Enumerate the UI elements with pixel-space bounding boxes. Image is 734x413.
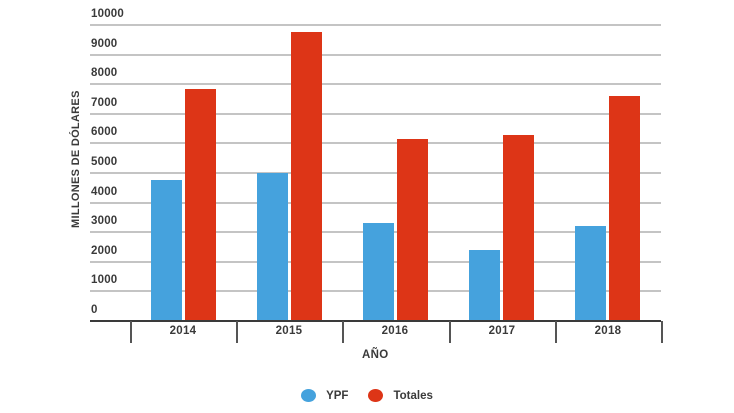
- gridline: [90, 202, 661, 204]
- y-tick-label: 2000: [91, 245, 118, 257]
- y-tick-label: 6000: [91, 126, 118, 138]
- y-tick-label: 7000: [91, 97, 118, 109]
- x-tick-label: 2015: [275, 325, 303, 337]
- category-separator: [555, 321, 557, 343]
- y-axis-label: MILLONES DE DÓLARES: [70, 90, 82, 228]
- legend-label: Totales: [393, 389, 433, 402]
- gridline: [90, 83, 661, 85]
- x-axis-line: [90, 320, 661, 322]
- x-axis-label: AÑO: [362, 349, 389, 361]
- gridline: [90, 24, 661, 26]
- category-separator: [342, 321, 344, 343]
- legend-item-ypf[interactable]: YPF: [301, 389, 348, 402]
- x-tick-label: 2017: [488, 325, 516, 337]
- y-tick-label: 3000: [91, 215, 118, 227]
- bar-ypf-2016[interactable]: [363, 223, 394, 321]
- y-tick-label: 5000: [91, 156, 118, 168]
- legend: YPF Totales: [0, 389, 734, 402]
- category-separator: [661, 321, 663, 343]
- legend-label: YPF: [326, 389, 349, 402]
- y-tick-label: 1000: [91, 274, 118, 286]
- y-tick-label: 9000: [91, 38, 118, 50]
- bar-totales-2015[interactable]: [291, 32, 322, 321]
- x-tick-label: 2016: [381, 325, 409, 337]
- y-tick-label: 0: [91, 304, 98, 316]
- category-separator: [449, 321, 451, 343]
- gridline: [90, 172, 661, 174]
- gridline: [90, 142, 661, 144]
- gridline: [90, 113, 661, 115]
- category-separator: [130, 321, 132, 343]
- bar-ypf-2017[interactable]: [469, 250, 500, 321]
- legend-dot-icon: [368, 389, 384, 402]
- bar-ypf-2015[interactable]: [257, 173, 288, 321]
- bar-totales-2017[interactable]: [503, 135, 534, 321]
- bar-ypf-2014[interactable]: [151, 180, 182, 321]
- bar-totales-2016[interactable]: [397, 139, 428, 321]
- y-tick-label: 4000: [91, 186, 118, 198]
- y-tick-label: 8000: [91, 67, 118, 79]
- legend-dot-icon: [301, 389, 317, 402]
- gridline: [90, 54, 661, 56]
- bar-totales-2018[interactable]: [609, 96, 640, 321]
- x-tick-label: 2014: [169, 325, 197, 337]
- bar-ypf-2018[interactable]: [575, 226, 606, 321]
- legend-item-totales[interactable]: Totales: [368, 389, 433, 402]
- x-tick-label: 2018: [594, 325, 622, 337]
- category-separator: [236, 321, 238, 343]
- y-tick-label: 10000: [91, 8, 124, 20]
- bar-totales-2014[interactable]: [185, 89, 216, 321]
